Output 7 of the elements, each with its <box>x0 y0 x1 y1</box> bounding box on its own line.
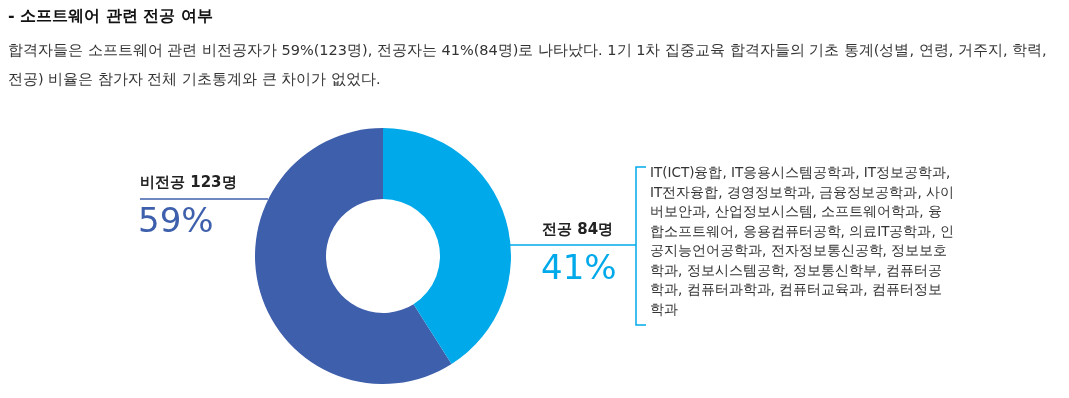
data-label: 41% <box>541 247 617 287</box>
slice-label: 비전공 123명 <box>140 173 237 192</box>
text: IT(ICT)융합, IT응용시스템공학과, IT정보공학과, IT전자융합, 경영정보학과, 금융정보공학과, 사이버보안과, 산업정보시스템, 소프트웨어학과, 융합소프트웨어, 응용컴퓨터공학, 의료IT공학과, 인공지능언어공학과, 전자정보통신공학, 정보보호학과, 정보시스템공학, 정보통신학부, 컴퓨터공학과, 컴퓨터과학과, 컴퓨터교육과, 컴퓨터정보학과 <box>650 163 955 319</box>
chart-title: - 소프트웨어 관련 전공 여부 <box>8 6 213 27</box>
chart-subtitle: 합격자들은 소프트웨어 관련 비전공자가 59%(123명), 전공자는 41%(84명)로 나타났다. 1기 1차 집중교육 합격자들의 기초 통계(성별, 연령, 거주지, 학력, 전공) 비율은 참가자 전체 기초통계와 큰 차이가 없었다. <box>8 41 1048 89</box>
slice-label: 전공 84명 <box>542 220 614 239</box>
data-label: 59% <box>138 200 214 240</box>
